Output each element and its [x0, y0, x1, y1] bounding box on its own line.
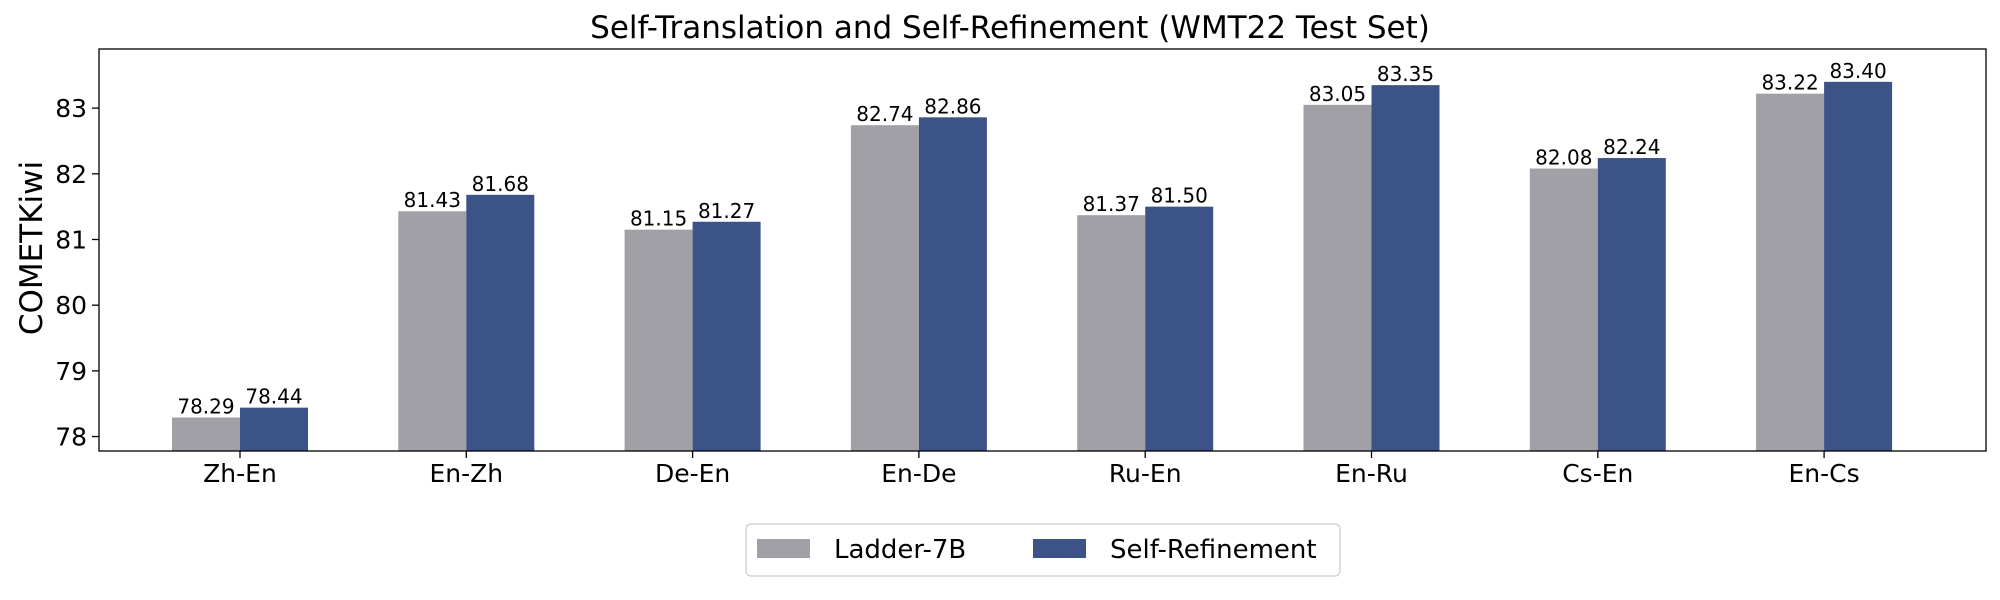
x-tick-label: Ru-En: [1109, 459, 1182, 488]
x-tick-label: Cs-En: [1562, 459, 1633, 488]
data-label-self-refinement-en-cs: 83.40: [1829, 59, 1886, 83]
data-label-self-refinement-de-en: 81.27: [698, 199, 755, 223]
y-tick-label: 81: [55, 225, 87, 254]
bar-self-refinement-en-de: [918, 117, 987, 452]
y-tick-label: 82: [55, 160, 87, 189]
data-label-self-refinement-en-zh: 81.68: [472, 172, 529, 196]
x-tick-label: En-Zh: [429, 459, 503, 488]
y-tick-label: 79: [55, 357, 87, 386]
data-label-ladder-7b-en-de: 82.74: [856, 102, 913, 126]
y-tick-label: 83: [55, 94, 87, 123]
bar-ladder-7b-cs-en: [1529, 168, 1598, 452]
data-label-ladder-7b-zh-en: 78.29: [177, 395, 234, 419]
data-labels-group: 78.29 81.43 81.15 82.74 81.37 83.05 82.08 83.22…: [177, 59, 1886, 419]
y-tick-label: 78: [55, 423, 87, 452]
bar-ladder-7b-en-ru: [1303, 104, 1372, 451]
bar-self-refinement-zh-en: [240, 407, 308, 451]
x-tick-label: En-Cs: [1789, 459, 1860, 488]
legend: Ladder-7B Self-Refinement: [745, 523, 1341, 577]
bar-ladder-7b-en-cs: [1756, 93, 1825, 452]
data-label-self-refinement-cs-en: 82.24: [1603, 135, 1660, 159]
data-label-ladder-7b-ru-en: 81.37: [1083, 192, 1140, 216]
bar-ladder-7b-en-zh: [398, 211, 467, 451]
bar-ladder-7b-de-en: [624, 229, 693, 451]
data-label-self-refinement-en-ru: 83.35: [1377, 62, 1434, 86]
data-label-ladder-7b-de-en: 81.15: [630, 207, 687, 231]
plot-frame: [98, 48, 1987, 452]
legend-label-ladder-7b: Ladder-7B: [834, 535, 966, 565]
legend-swatch-ladder-7b: [757, 539, 810, 558]
bars-group: [172, 81, 1893, 452]
bar-self-refinement-en-cs: [1824, 81, 1893, 451]
data-label-ladder-7b-en-cs: 83.22: [1761, 71, 1818, 95]
legend-label-self-refinement: Self-Refinement: [1110, 535, 1317, 565]
data-label-self-refinement-zh-en: 78.44: [245, 385, 302, 409]
legend-swatch-self-refinement: [1033, 539, 1086, 558]
x-axis: Zh-En En-Zh De-En En-De Ru-En En-Ru Cs-En En-Cs: [203, 451, 1860, 488]
bar-self-refinement-cs-en: [1597, 158, 1666, 451]
data-label-self-refinement-ru-en: 81.50: [1151, 184, 1208, 208]
data-label-ladder-7b-en-zh: 81.43: [404, 188, 461, 212]
y-axis: 78 79 80 81 82 83: [55, 94, 99, 452]
y-tick-label: 80: [55, 291, 87, 320]
data-label-self-refinement-en-de: 82.86: [924, 94, 981, 118]
bar-ladder-7b-ru-en: [1077, 215, 1146, 451]
bar-self-refinement-ru-en: [1145, 206, 1214, 451]
y-axis-label: COMETKiwi: [14, 161, 50, 335]
bar-ladder-7b-zh-en: [172, 417, 240, 451]
chart-title: Self-Translation and Self-Refinement (WM…: [590, 10, 1430, 46]
x-tick-label: En-Ru: [1335, 459, 1408, 488]
data-label-ladder-7b-cs-en: 82.08: [1535, 146, 1592, 170]
bar-ladder-7b-en-de: [850, 125, 919, 451]
x-tick-label: De-En: [655, 459, 730, 488]
data-label-ladder-7b-en-ru: 83.05: [1309, 82, 1366, 106]
x-tick-label: En-De: [881, 459, 956, 488]
bar-self-refinement-en-zh: [466, 194, 535, 451]
bar-self-refinement-en-ru: [1371, 85, 1440, 452]
bar-self-refinement-de-en: [692, 221, 761, 451]
x-tick-label: Zh-En: [203, 459, 277, 488]
